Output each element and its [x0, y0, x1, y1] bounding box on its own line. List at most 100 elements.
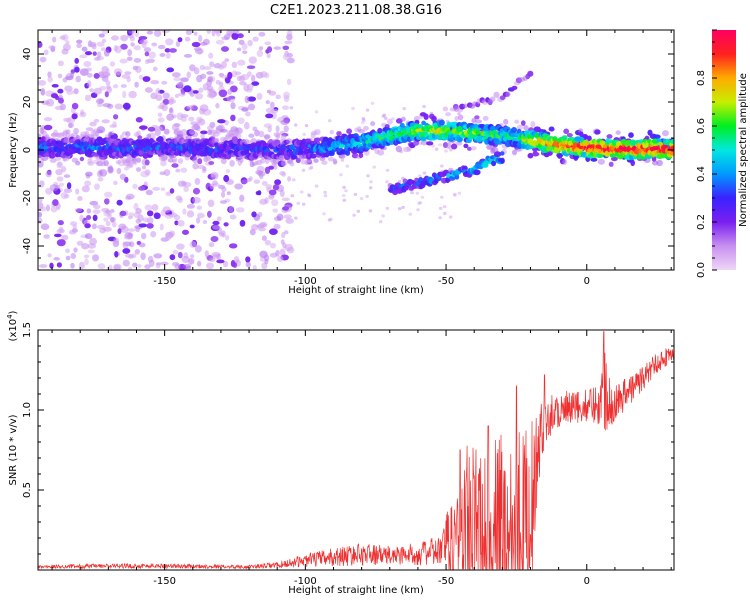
spectrogram-cell [76, 39, 83, 44]
spectrogram-cell [89, 41, 97, 48]
spectrogram-cell [206, 85, 214, 92]
spectrogram-cell [182, 229, 189, 235]
y-tick-label: -20 [22, 190, 33, 206]
spectrogram-cell [573, 155, 579, 161]
spectrogram-cell [279, 248, 286, 257]
spectrogram-cell [369, 180, 373, 184]
spectrogram-cell [557, 153, 563, 159]
spectrogram-cell [104, 134, 111, 139]
spectrogram-cell [128, 212, 135, 218]
spectrogram-cell [227, 71, 233, 80]
spectrogram-cell [161, 80, 168, 85]
spectrogram-cell [166, 67, 175, 73]
spectrogram-cell [370, 121, 376, 127]
spectrogram-cell [166, 113, 174, 121]
spectrogram-cell [146, 133, 152, 139]
spectrogram-cell [304, 124, 309, 128]
spectrogram-cell [134, 248, 140, 255]
spectrogram-cell [120, 43, 128, 50]
y-tick-label: 1.0 [22, 402, 33, 418]
spectrogram-cell [463, 103, 468, 109]
spectrogram-cell [499, 95, 506, 100]
spectrogram-cell [102, 103, 112, 108]
spectrogram-cell [75, 75, 81, 83]
spectrogram-cell [143, 47, 152, 53]
spectrogram-cell [258, 46, 264, 51]
spectrogram-cell [74, 207, 83, 213]
spectrogram-cell [248, 133, 255, 138]
spectrogram-cell [301, 168, 306, 172]
spectrogram-cell [134, 81, 139, 88]
spectrogram-cell [209, 183, 215, 190]
spectrogram-cell [105, 80, 111, 86]
spectrogram-cell [143, 181, 148, 187]
spectrogram-cell [595, 144, 602, 149]
spectrogram-cell [607, 139, 613, 144]
spectrogram-cell [85, 67, 93, 72]
spectrogram-cell [127, 161, 133, 168]
spectrogram-cell [145, 189, 153, 196]
spectrogram-cell [458, 136, 463, 142]
spectrogram-cell [615, 141, 622, 147]
spectrogram-cell [245, 256, 251, 263]
spectrogram-cell [122, 248, 131, 254]
spectrogram-cell [165, 52, 171, 59]
spectrogram-cell [276, 213, 284, 221]
spectrogram-cell [385, 168, 390, 172]
spectrogram-cell [194, 245, 202, 253]
y-tick-label: 0.5 [22, 482, 33, 498]
spectrogram-cell [280, 119, 290, 126]
spectrogram-cell [399, 122, 405, 128]
snr-background [38, 330, 674, 570]
spectrogram-cell [150, 230, 157, 238]
spectrogram-cell [264, 72, 270, 79]
spectrogram-cell [70, 71, 75, 78]
spectrogram-cell [92, 254, 99, 262]
spectrogram-cell [121, 74, 131, 79]
spectrogram-cell [286, 78, 292, 86]
spectrogram-cell [499, 151, 505, 156]
spectrogram-cell [64, 193, 70, 199]
spectrogram-cell [611, 156, 618, 162]
spectrogram-cell [116, 167, 122, 175]
spectrogram-cell [659, 152, 668, 159]
spectrogram-cell [198, 34, 203, 43]
spectrogram-cell [59, 182, 65, 187]
spectrogram-cell [54, 105, 64, 111]
spectrogram-cell [109, 61, 116, 67]
spectrogram-cell [265, 184, 273, 190]
spectrogram-cell [302, 132, 307, 136]
spectrogram-cell [106, 84, 111, 90]
spectrogram-cell [256, 92, 263, 100]
spectrogram-cell [41, 225, 49, 230]
spectrogram-cell [269, 101, 275, 109]
spectrogram-cell [266, 46, 273, 53]
spectrogram-cell [212, 225, 221, 230]
spectrogram-cell [61, 34, 69, 42]
spectrogram-cell [188, 129, 195, 135]
spectrogram-cell [83, 136, 89, 143]
snr-panel: -150 -100 -50 0 0.5 1.0 1.5 Height of straigh… [6, 310, 675, 596]
spectrogram-cell [443, 211, 447, 216]
spectrogram-cell [327, 119, 332, 123]
spectrogram-cell [135, 117, 143, 123]
spectrogram-cell [104, 191, 113, 198]
spectrogram-cell [38, 263, 48, 269]
spectrogram-cell [158, 44, 166, 50]
spectrogram-cell [282, 53, 292, 61]
spectrogram-cell [126, 56, 133, 61]
spectrogram-cell [138, 186, 146, 191]
spectrogram-cell [450, 143, 458, 150]
spectrogram-cell [113, 114, 119, 120]
spectrogram-cell [249, 161, 255, 168]
spectrogram-cell [113, 237, 120, 244]
spectrogram-cell [286, 30, 293, 37]
spectrogram-cell [103, 160, 109, 167]
spectrogram-cell [434, 147, 439, 151]
spectrogram-cell [122, 90, 127, 99]
spectrogram-cell [282, 45, 290, 50]
spectrogram-cell [84, 233, 93, 240]
spectrogram-cell [510, 127, 518, 134]
spectrogram-cell [58, 226, 64, 234]
